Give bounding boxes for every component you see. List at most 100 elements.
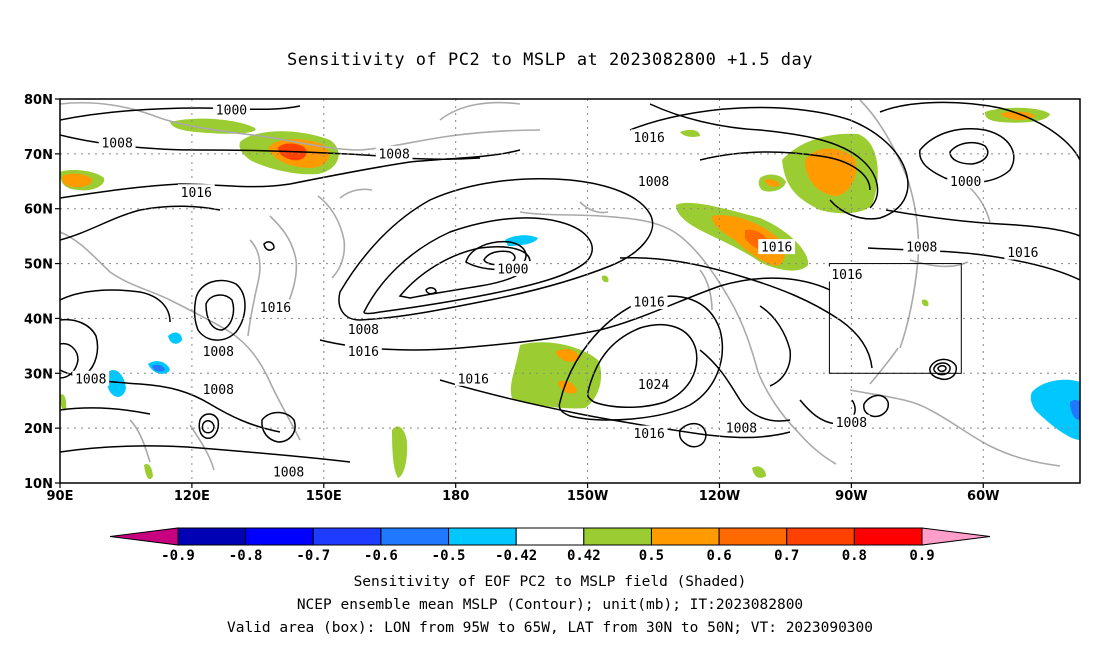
- lon-tick-label: 150W: [567, 489, 608, 504]
- lon-tick-label: 120W: [699, 489, 740, 504]
- contour-label-bg: [375, 145, 413, 161]
- contour-label: 1008: [378, 147, 409, 162]
- shade-positive: [170, 118, 256, 134]
- caption-line-2: NCEP ensemble mean MSLP (Contour); unit(…: [296, 597, 804, 613]
- contour-label-bg: [199, 381, 237, 397]
- contour-label-bg: [630, 293, 668, 309]
- contour-label: 1016: [761, 241, 792, 256]
- shade-positive: [62, 173, 92, 188]
- shade-positive: [144, 464, 153, 480]
- contour-label-bg: [635, 376, 672, 392]
- lat-tick-label: 70N: [24, 148, 53, 163]
- lat-tick-label: 80N: [24, 93, 53, 108]
- shade-positive: [764, 179, 780, 187]
- colorbar-bin: [718, 527, 788, 546]
- colorbar-bin: [312, 527, 382, 546]
- shade-negative: [505, 235, 538, 246]
- colorbar-bin: [515, 527, 585, 546]
- lon-tick-label: 120E: [174, 489, 210, 504]
- lon-tick-label: 90W: [835, 489, 867, 504]
- contour-label-bg: [630, 129, 668, 145]
- contour-label: 1016: [633, 427, 664, 442]
- shade-negative: [1030, 379, 1080, 440]
- lat-tick-label: 40N: [24, 312, 53, 327]
- colorbar-bin: [177, 527, 247, 546]
- colorbar-label: 0.6: [706, 548, 731, 564]
- valid-area-box: [828, 263, 962, 374]
- contour-label-bg: [213, 101, 250, 117]
- shade-positive: [921, 299, 929, 307]
- lat-tick-label: 20N: [24, 422, 53, 437]
- contour-label: 1016: [348, 345, 379, 360]
- contour-label: 1008: [348, 323, 379, 338]
- colorbar-labels: -0.9 -0.8 -0.7 -0.6 -0.5 -0.42 0.42 0.5 0.6 0.7 0.…: [161, 548, 935, 564]
- contour-label-bg: [72, 370, 110, 386]
- shade-negative: [1070, 399, 1080, 420]
- contour-label: 1016: [1007, 246, 1038, 261]
- contour-label-bg: [828, 266, 866, 282]
- contour-label: 1008: [203, 345, 234, 360]
- caption-line-1: Sensitivity of EOF PC2 to MSLP field (Sh…: [353, 574, 747, 590]
- contour-label: 1008: [836, 416, 867, 431]
- contour-label-bg: [635, 173, 672, 189]
- lon-tick-label: 180: [442, 489, 469, 504]
- shade-negative: [106, 369, 126, 397]
- colorbar-bin: [583, 527, 652, 546]
- lat-axis: 80N 70N 60N 50N 40N 30N 20N 10N: [24, 93, 60, 492]
- colorbar-label: -0.5: [432, 548, 466, 564]
- lat-tick-label: 10N: [24, 477, 53, 492]
- colorbar-label: 0.7: [774, 548, 799, 564]
- contour-label-bg: [177, 184, 215, 200]
- map-frame: [59, 98, 1081, 484]
- colorbar-label: -0.42: [495, 548, 537, 564]
- contour-label-bg: [270, 464, 308, 480]
- mslp-contours: [60, 101, 1080, 463]
- colorbar-label: 0.9: [909, 548, 934, 564]
- contour-label: 1008: [638, 175, 669, 190]
- contour-label-bg: [903, 239, 941, 255]
- shade-positive: [680, 129, 700, 137]
- contour-label: 1000: [216, 103, 247, 118]
- colorbar-label: 0.5: [639, 548, 664, 564]
- contour-label: 1016: [458, 372, 489, 387]
- contour-label-bg: [257, 299, 294, 315]
- contour-label: 1016: [260, 301, 291, 316]
- shade-positive: [555, 349, 580, 362]
- shade-positive: [60, 394, 67, 411]
- shade-positive: [752, 466, 766, 478]
- lon-tick-label: 90E: [47, 489, 74, 504]
- colorbar-high-extend: [921, 527, 991, 546]
- gridlines: [60, 99, 1080, 483]
- colorbar-bin: [650, 527, 720, 546]
- lon-tick-label: 60W: [967, 489, 999, 504]
- contour-label: 1008: [101, 136, 132, 151]
- colorbar-bin: [853, 527, 923, 546]
- shade-positive: [1000, 111, 1035, 120]
- chart-title: Sensitivity of PC2 to MSLP at 2023082800…: [286, 50, 813, 70]
- contour-label: 1024: [638, 378, 669, 393]
- contour-label: 1008: [906, 241, 937, 256]
- contour-label-bg: [630, 425, 668, 441]
- shade-negative: [152, 364, 165, 372]
- colorbar-label: -0.8: [229, 548, 263, 564]
- contour-label: 1016: [831, 268, 862, 283]
- caption-line-3: Valid area (box): LON from 95W to 65W, L…: [226, 620, 873, 636]
- lat-tick-label: 30N: [24, 367, 53, 382]
- lon-tick-label: 150E: [306, 489, 342, 504]
- contour-label: 1008: [273, 466, 304, 481]
- contour-labels: 1000 1008 1008 1016 1016 1008 1000 1016 1008 1016…: [72, 101, 1042, 481]
- contour-label: 1008: [726, 422, 757, 437]
- contour-label: 1000: [497, 263, 528, 278]
- contour-label: 1016: [633, 295, 664, 310]
- colorbar-label: -0.9: [161, 548, 195, 564]
- contour-label: 1000: [950, 175, 981, 190]
- colorbar: [109, 527, 991, 546]
- shade-positive: [392, 426, 408, 478]
- lat-tick-label: 50N: [24, 258, 53, 273]
- shade-negative: [168, 332, 182, 344]
- contour-label: 1016: [181, 186, 212, 201]
- lat-tick-label: 60N: [24, 203, 53, 218]
- contour-label-bg: [344, 343, 382, 359]
- colorbar-bin: [786, 527, 855, 546]
- colorbar-bin: [245, 527, 314, 546]
